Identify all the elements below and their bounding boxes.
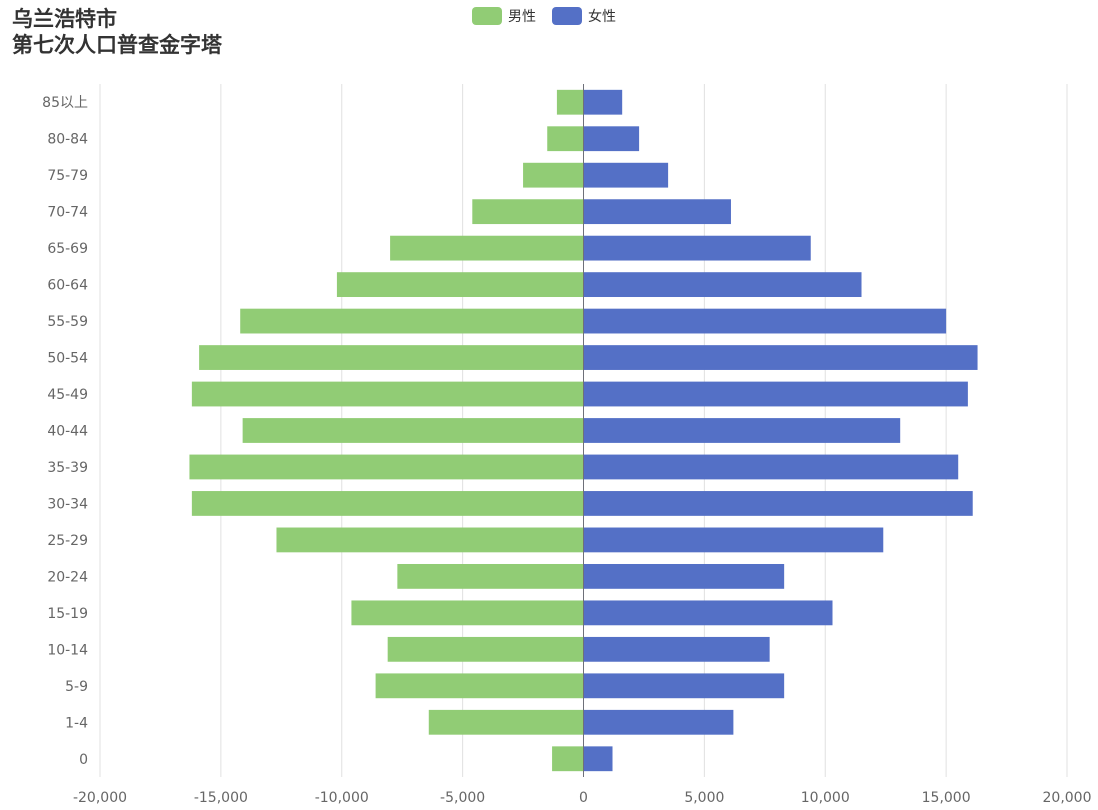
bar-female	[583, 345, 978, 370]
x-tick-label: 15,000	[922, 790, 971, 806]
bar-male	[191, 381, 584, 407]
x-tick-label: -20,000	[73, 790, 127, 806]
x-tick-label: -15,000	[194, 790, 248, 806]
x-tick-label: 5,000	[684, 790, 724, 806]
bar-female	[583, 418, 901, 443]
bar-male	[189, 454, 584, 480]
y-tick-label: 40-44	[47, 424, 88, 440]
chart-title-line2: 第七次人口普查金字塔	[12, 33, 222, 57]
bar-female	[583, 673, 785, 699]
x-tick-label: 20,000	[1043, 790, 1092, 806]
bar-female	[583, 527, 884, 553]
bar-female	[583, 126, 640, 152]
y-tick-label: 1-4	[65, 715, 88, 731]
y-tick-label: 85以上	[42, 95, 88, 111]
bar-male	[199, 345, 584, 370]
bar-female	[583, 162, 669, 188]
x-tick-label: 10,000	[801, 790, 850, 806]
bar-male	[276, 527, 584, 553]
x-tick-label: -5,000	[440, 790, 485, 806]
bar-male	[351, 600, 584, 626]
y-tick-label: 55-59	[47, 314, 88, 330]
y-tick-label: 30-34	[47, 496, 88, 512]
bar-female	[583, 454, 959, 480]
y-tick-label: 35-39	[47, 460, 88, 476]
bar-female	[583, 89, 623, 115]
y-tick-label: 15-19	[47, 606, 88, 622]
bar-male	[240, 308, 584, 334]
bar-male	[191, 491, 584, 516]
legend-label-male: 男性	[508, 9, 536, 25]
legend-item-male[interactable]: 男性	[472, 6, 536, 26]
legend-swatch-male	[472, 7, 502, 25]
legend-swatch-female	[552, 7, 582, 25]
bar-male	[336, 272, 584, 298]
bar-male	[387, 636, 584, 662]
y-tick-label: 50-54	[47, 351, 88, 367]
y-tick-label: 5-9	[65, 679, 88, 695]
legend-label-female: 女性	[588, 9, 616, 25]
chart-legend: 男性 女性	[472, 6, 632, 26]
y-tick-label: 60-64	[47, 278, 88, 294]
bar-female	[583, 491, 973, 516]
bar-male	[242, 418, 584, 443]
bar-male	[556, 89, 584, 115]
chart-title-line1: 乌兰浩特市	[12, 7, 117, 31]
bar-female	[583, 600, 833, 626]
y-tick-label: 20-24	[47, 569, 88, 585]
bar-male	[472, 199, 584, 225]
x-tick-label: -10,000	[315, 790, 369, 806]
bar-male	[397, 563, 584, 589]
bar-male	[523, 162, 584, 188]
bar-female	[583, 235, 811, 261]
bar-female	[583, 381, 968, 407]
y-tick-label: 80-84	[47, 132, 88, 148]
y-tick-label: 45-49	[47, 387, 88, 403]
bar-female	[583, 272, 862, 298]
x-tick-label: 0	[579, 790, 588, 806]
chart-title: 乌兰浩特市 第七次人口普查金字塔	[12, 6, 222, 58]
bar-male	[375, 673, 584, 699]
bar-female	[583, 636, 770, 662]
y-tick-label: 65-69	[47, 241, 88, 257]
y-tick-label: 25-29	[47, 533, 88, 549]
bar-female	[583, 308, 947, 334]
y-tick-label: 10-14	[47, 642, 88, 658]
bar-male	[390, 235, 584, 261]
bar-female	[583, 709, 734, 735]
bar-female	[583, 199, 731, 225]
y-tick-label: 70-74	[47, 205, 88, 221]
y-tick-label: 0	[79, 752, 88, 768]
legend-item-female[interactable]: 女性	[552, 6, 616, 26]
bar-male	[547, 126, 584, 152]
y-tick-label: 75-79	[47, 168, 88, 184]
bar-male	[428, 709, 584, 735]
bar-female	[583, 563, 785, 589]
bar-female	[583, 746, 613, 772]
bar-male	[552, 746, 584, 772]
